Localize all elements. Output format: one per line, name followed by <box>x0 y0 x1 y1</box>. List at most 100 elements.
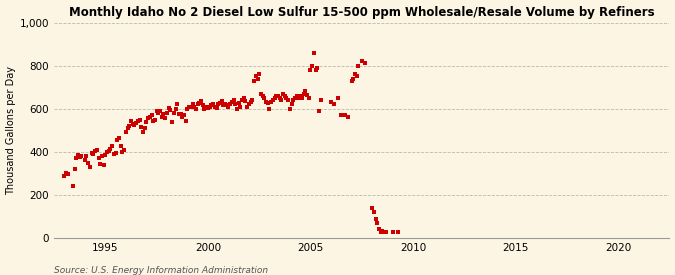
Point <box>254 72 265 76</box>
Point <box>126 119 136 123</box>
Point <box>305 68 316 72</box>
Point <box>216 99 227 103</box>
Point <box>340 113 350 117</box>
Point <box>148 119 159 123</box>
Point <box>182 106 193 111</box>
Point <box>227 100 238 104</box>
Y-axis label: Thousand Gallons per Day: Thousand Gallons per Day <box>5 66 16 195</box>
Point <box>261 100 271 104</box>
Point <box>298 92 309 96</box>
Point <box>221 103 232 108</box>
Point <box>110 151 121 155</box>
Point <box>102 150 113 154</box>
Point <box>242 104 252 109</box>
Point <box>295 94 306 98</box>
Point <box>209 104 220 109</box>
Point <box>281 96 292 100</box>
Point <box>83 160 94 165</box>
Point <box>173 112 184 116</box>
Point <box>267 98 278 102</box>
Point <box>119 147 130 152</box>
Point <box>304 96 315 100</box>
Point <box>308 51 319 55</box>
Point <box>346 78 357 83</box>
Point <box>206 103 217 108</box>
Point <box>163 105 174 110</box>
Point <box>302 92 313 97</box>
Point <box>306 64 317 68</box>
Point <box>379 229 389 234</box>
Point <box>300 89 310 94</box>
Point <box>76 154 87 158</box>
Point <box>86 151 97 155</box>
Point <box>80 158 90 163</box>
Point <box>170 106 181 111</box>
Point <box>312 65 323 70</box>
Point <box>245 100 256 104</box>
Point <box>329 102 340 107</box>
Point <box>290 96 300 100</box>
Point <box>219 102 230 107</box>
Point <box>356 59 367 64</box>
Point <box>180 119 191 123</box>
Point <box>100 153 111 157</box>
Point <box>167 119 178 124</box>
Point <box>348 76 358 81</box>
Point <box>234 101 244 106</box>
Point <box>117 150 128 154</box>
Point <box>248 78 259 83</box>
Point <box>238 96 249 100</box>
Point <box>115 144 126 149</box>
Point <box>208 102 219 107</box>
Point <box>61 171 72 176</box>
Point <box>136 125 146 129</box>
Point <box>184 104 194 109</box>
Point <box>132 119 143 123</box>
Point <box>286 102 297 107</box>
Point <box>150 117 161 122</box>
Point <box>223 104 234 109</box>
Point <box>90 148 101 153</box>
Point <box>202 105 213 110</box>
Point <box>387 229 398 234</box>
Point <box>237 98 248 102</box>
Point <box>189 104 200 109</box>
Point <box>103 148 114 153</box>
Point <box>142 116 153 121</box>
Point <box>279 94 290 98</box>
Point <box>377 228 387 233</box>
Point <box>252 76 263 81</box>
Point <box>99 163 109 167</box>
Point <box>244 102 254 107</box>
Point <box>177 115 188 120</box>
Point <box>381 229 392 234</box>
Point <box>192 102 203 107</box>
Point <box>250 74 261 79</box>
Point <box>269 96 280 100</box>
Point <box>186 104 196 109</box>
Point <box>373 227 384 232</box>
Point <box>157 115 167 120</box>
Point <box>84 165 95 169</box>
Point <box>128 122 138 126</box>
Point <box>360 61 371 66</box>
Point <box>59 173 70 178</box>
Point <box>112 138 123 142</box>
Point <box>107 144 117 149</box>
Point <box>176 112 186 116</box>
Point <box>158 112 169 116</box>
Point <box>129 123 140 127</box>
Point <box>211 105 222 110</box>
Point <box>97 154 107 158</box>
Point <box>266 100 277 104</box>
Point <box>95 161 105 166</box>
Point <box>392 229 403 234</box>
Point <box>134 117 145 122</box>
Point <box>332 96 343 100</box>
Point <box>113 136 124 140</box>
Point <box>213 102 223 107</box>
Point <box>343 115 354 120</box>
Point <box>187 102 198 107</box>
Point <box>240 99 251 103</box>
Point <box>68 184 78 189</box>
